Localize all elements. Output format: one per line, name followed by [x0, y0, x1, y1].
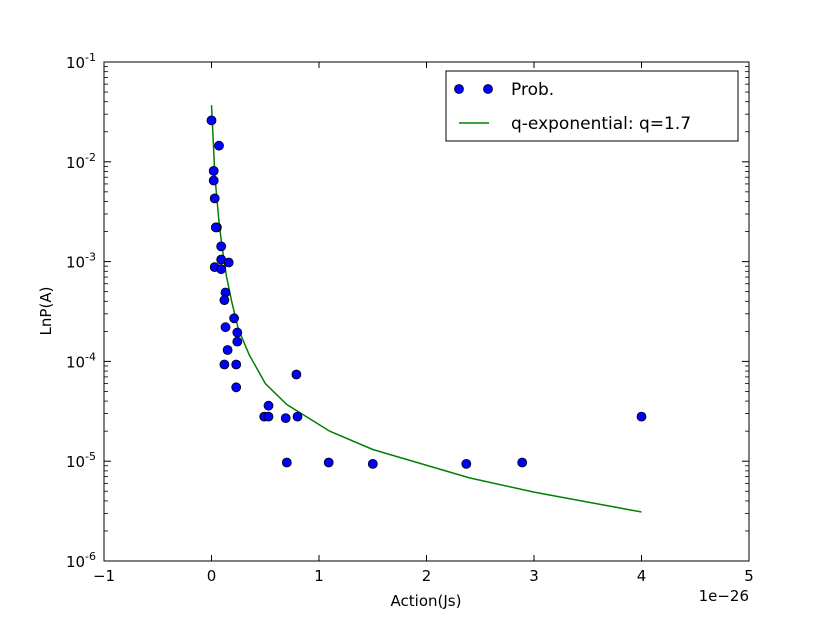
data-point-prob [263, 411, 274, 422]
x-tick-label: −1 [93, 567, 115, 585]
series-layer [206, 105, 647, 513]
data-point-prob [232, 336, 243, 347]
legend-marker-prob-1 [454, 84, 464, 94]
data-point-prob [222, 345, 233, 355]
x-offset-label: 1e−26 [699, 587, 749, 605]
data-point-prob [229, 313, 240, 324]
data-point-prob [232, 327, 243, 338]
data-point-prob [219, 295, 230, 306]
y-tick-label: 10-1 [66, 51, 96, 72]
data-point-prob [280, 413, 291, 424]
y-tick-label: 10-6 [66, 550, 96, 571]
y-axis-label: LnP(A) [37, 287, 55, 336]
x-tick-label: 4 [637, 567, 647, 585]
data-point-prob [219, 359, 230, 370]
data-point-prob [517, 457, 528, 468]
data-point-prob [291, 369, 302, 380]
y-tick-labels: 10-6 10-5 10-4 10-3 10-2 10-1 [66, 51, 96, 571]
y-tick-label: 10-3 [66, 251, 96, 272]
data-point-prob [281, 457, 292, 468]
x-tick-label: 0 [207, 567, 217, 585]
plot-area [103, 61, 750, 562]
data-point-prob [223, 257, 234, 268]
data-point-prob [231, 359, 242, 370]
legend: Prob. q-exponential: q=1.7 [445, 70, 739, 142]
y-tick-label: 10-2 [66, 151, 96, 172]
data-point-prob [214, 140, 224, 151]
x-tick-label: 2 [422, 567, 432, 585]
data-point-prob [216, 264, 227, 275]
x-tick-label: 5 [744, 567, 754, 585]
data-point-prob [216, 241, 227, 252]
data-point-prob [220, 322, 231, 333]
data-point-prob [323, 457, 334, 468]
data-point-prob [367, 458, 378, 469]
data-point-prob [208, 175, 219, 186]
y-tick-label: 10-4 [66, 350, 96, 371]
data-point-prob [292, 411, 303, 422]
data-point-prob [636, 411, 647, 422]
data-point-prob [231, 382, 242, 393]
legend-marker-prob-2 [483, 84, 493, 94]
x-tick-label: 1 [314, 567, 324, 585]
tick-marks [103, 61, 750, 562]
legend-box [445, 70, 739, 142]
data-point-prob [209, 193, 220, 204]
data-point-prob [208, 165, 219, 176]
data-point-prob [206, 115, 217, 126]
legend-label-qexp: q-exponential: q=1.7 [511, 114, 691, 134]
x-axis-label: Action(Js) [391, 592, 462, 610]
legend-label-prob: Prob. [511, 80, 554, 100]
data-point-prob [461, 458, 472, 469]
data-point-prob [210, 222, 221, 233]
y-tick-label: 10-5 [66, 450, 96, 471]
x-tick-label: 3 [529, 567, 539, 585]
x-tick-labels: −1 0 1 2 3 4 5 [93, 567, 754, 585]
data-point-prob [263, 400, 274, 411]
